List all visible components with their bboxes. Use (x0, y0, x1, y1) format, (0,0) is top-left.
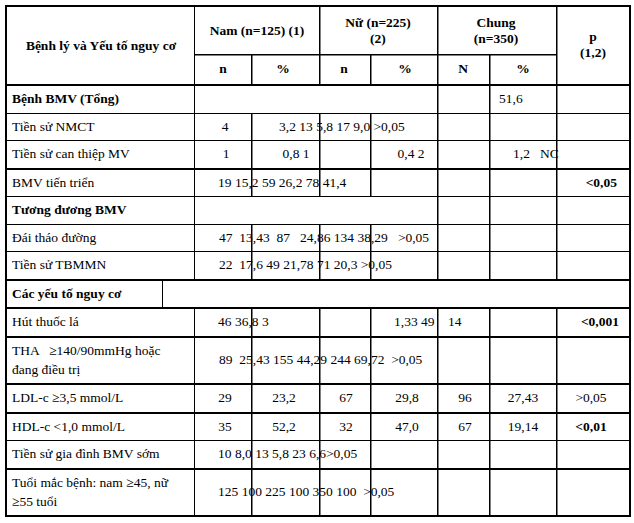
row-label: Bệnh BMV (Tổng) (7, 86, 195, 113)
cell-value: 52,2 (272, 419, 296, 435)
table-row-dai-thao-duong: Đái tháo đường 47 13,43 87 24,86 134 38,… (7, 224, 629, 252)
subcol-chung-n: N (458, 61, 468, 77)
row-data-area: 51,6 (195, 86, 629, 113)
table-row-bmv-tien-trien: BMV tiến triển 19 15,2 59 26,2 78 41,4 <… (7, 168, 629, 197)
row-label: Tiền sử can thiệp MV (7, 141, 195, 168)
table-row-cac-yeu-to-nguy-co: Các yếu tố nguy cơ (7, 279, 629, 308)
p-value: <0,05 (586, 175, 617, 191)
cell-value: 46 36,8 3 (218, 314, 269, 330)
row-data-area (195, 197, 629, 224)
cell-value: 35 (218, 419, 232, 435)
row-label: Tương đương BMV (7, 197, 195, 224)
row-label: THA ≥140/90mmHg hoặc đang điều trị (7, 338, 195, 384)
table-row-hut-thuoc-la: Hút thuốc lá 46 36,8 3 1,33 49 14 <0,001 (7, 307, 629, 336)
cell-value: 23,2 (272, 390, 296, 406)
subcol-chung-pct: % (516, 61, 530, 77)
table-row-tuoi-mac-benh: Tuổi mắc bệnh: nam ≥45, nữ ≥55 tuổi 125 … (7, 468, 629, 516)
cell-value: 32 (339, 419, 353, 435)
row-label: Tuổi mắc bệnh: nam ≥45, nữ ≥55 tuổi (7, 470, 195, 516)
row-label: Hút thuốc lá (7, 309, 195, 336)
row-data-area: 46 36,8 3 1,33 49 14 <0,001 (195, 309, 629, 336)
cell-value: 3,2 13 5,8 17 9,0 >0,05 (279, 119, 405, 135)
cell-value: 22 17,6 49 21,78 71 20,3 >0,05 (219, 257, 392, 273)
cell-value: 29 (218, 390, 232, 406)
cell-value: 29,8 (395, 390, 419, 406)
cell-value: 1,33 49 14 (394, 314, 462, 330)
cell-value: 67 (458, 419, 472, 435)
table-row-can-thiep-mv: Tiền sử can thiệp MV 1 0,8 1 0,4 2 1,2 N… (7, 140, 629, 168)
cell-value: 89 25,43 155 44,29 244 69,72 >0,05 (219, 352, 422, 368)
cell-value: 47 13,43 87 24,86 134 38,29 >0,05 (219, 230, 429, 246)
cell-value: 4 (222, 119, 229, 135)
p-value: >0,05 (575, 390, 606, 406)
row-label: LDL-c ≥3,5 mmol/L (7, 385, 195, 412)
p-value: <0,01 (575, 419, 606, 435)
cell-value: 51,6 (499, 91, 523, 107)
cell-value: 1 (223, 146, 230, 162)
cell-value: 96 (458, 390, 472, 406)
row-data-area: 125 100 225 100 350 100 >0,05 (195, 470, 629, 516)
row-data-area: 29 23,2 67 29,8 96 27,43 >0,05 (195, 385, 629, 412)
table-header-row: Bệnh lý và Yếu tố nguy cơ Nam (n=125) (1… (7, 7, 629, 84)
row-data-area: 19 15,2 59 26,2 78 41,4 <0,05 (195, 170, 629, 197)
table-row-tuong-duong-bmv: Tương đương BMV (7, 196, 629, 224)
cell-value: 1,2 NC (513, 146, 559, 162)
row-label: Tiền sử TBMMN (7, 252, 195, 279)
cell-value: 47,0 (395, 419, 419, 435)
row-label: Đái tháo đường (7, 225, 195, 252)
col-group-nu: Nữ (n=225) (2) (345, 15, 411, 47)
row-data-area: 1 0,8 1 0,4 2 1,2 NC (195, 141, 629, 168)
col-group-chung: Chung (n=350) (474, 15, 518, 47)
row-label: Tiền sử gia đình BMV sớm (7, 441, 195, 468)
row-label: BMV tiến triển (7, 170, 195, 197)
row-data-area: 22 17,6 49 21,78 71 20,3 >0,05 (195, 252, 629, 279)
col-header-p: p (1,2) (580, 29, 606, 61)
cell-value: 0,4 2 (398, 146, 425, 162)
subcol-nam-n: n (219, 61, 227, 77)
cell-value: 27,43 (508, 390, 538, 406)
row-data-area: 35 52,2 32 47,0 67 19,14 <0,01 (195, 414, 629, 441)
cell-value: 125 100 225 100 350 100 >0,05 (218, 484, 394, 500)
cell-value: 10 8,0 13 5,8 23 6,6>0,05 (218, 446, 357, 462)
row-label: HDL-c <1,0 mmol/L (7, 414, 195, 441)
header-data-area: Nam (n=125) (1) Nữ (n=225) (2) Chung (n=… (195, 7, 629, 84)
col-group-nam: Nam (n=125) (1) (210, 23, 305, 39)
table-row-benh-bmv-tong: Bệnh BMV (Tổng) 51,6 (7, 84, 629, 113)
statistics-table: Bệnh lý và Yếu tố nguy cơ Nam (n=125) (1… (5, 5, 631, 517)
table-row-hdl-c: HDL-c <1,0 mmol/L 35 52,2 32 47,0 67 19,… (7, 412, 629, 441)
table-row-ldl-c: LDL-c ≥3,5 mmol/L 29 23,2 67 29,8 96 27,… (7, 383, 629, 412)
table-row-tha: THA ≥140/90mmHg hoặc đang điều trị 89 25… (7, 336, 629, 384)
p-value: <0,001 (581, 314, 619, 330)
subcol-nu-n: n (340, 61, 348, 77)
row-label: Các yếu tố nguy cơ (7, 281, 163, 308)
header-label: Bệnh lý và Yếu tố nguy cơ (7, 7, 195, 84)
row-label: Tiền sử NMCT (7, 114, 195, 141)
row-data-area: 47 13,43 87 24,86 134 38,29 >0,05 (195, 225, 629, 252)
cell-value: 0,8 1 (283, 146, 310, 162)
table-row-tbmmn: Tiền sử TBMMN 22 17,6 49 21,78 71 20,3 >… (7, 251, 629, 279)
row-data-area (163, 281, 629, 308)
cell-value: 67 (339, 390, 353, 406)
cell-value: 19 15,2 59 26,2 78 41,4 (218, 175, 346, 191)
cell-value: 19,14 (508, 419, 538, 435)
table-row-nmct: Tiền sử NMCT 4 3,2 13 5,8 17 9,0 >0,05 (7, 113, 629, 141)
table-row-gia-dinh-bmv-som: Tiền sử gia đình BMV sớm 10 8,0 13 5,8 2… (7, 440, 629, 468)
row-data-area: 89 25,43 155 44,29 244 69,72 >0,05 (195, 338, 629, 384)
row-data-area: 10 8,0 13 5,8 23 6,6>0,05 (195, 441, 629, 468)
subcol-nu-pct: % (398, 61, 412, 77)
subcol-nam-pct: % (276, 61, 290, 77)
row-data-area: 4 3,2 13 5,8 17 9,0 >0,05 (195, 114, 629, 141)
